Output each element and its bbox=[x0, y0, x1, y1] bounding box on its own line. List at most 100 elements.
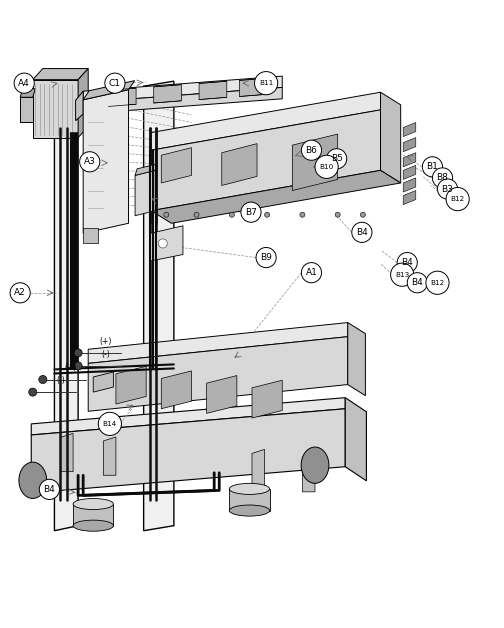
Text: B9: B9 bbox=[260, 253, 272, 262]
Ellipse shape bbox=[301, 447, 329, 484]
Text: B1: B1 bbox=[426, 162, 438, 171]
Text: B4: B4 bbox=[356, 228, 368, 237]
Polygon shape bbox=[20, 89, 35, 97]
Polygon shape bbox=[33, 68, 88, 80]
Text: A2: A2 bbox=[14, 288, 26, 297]
Text: (-): (-) bbox=[56, 376, 65, 385]
Text: B12: B12 bbox=[430, 279, 445, 286]
Circle shape bbox=[98, 412, 121, 435]
Polygon shape bbox=[83, 87, 282, 114]
Circle shape bbox=[10, 283, 30, 303]
Circle shape bbox=[158, 239, 167, 248]
Circle shape bbox=[301, 263, 322, 283]
Polygon shape bbox=[403, 138, 416, 152]
Circle shape bbox=[14, 73, 34, 93]
Polygon shape bbox=[229, 489, 270, 511]
Polygon shape bbox=[199, 81, 227, 100]
Text: B4: B4 bbox=[401, 258, 413, 267]
Circle shape bbox=[301, 140, 322, 160]
Polygon shape bbox=[252, 450, 265, 488]
Text: B11: B11 bbox=[259, 80, 273, 86]
Text: B8: B8 bbox=[436, 173, 449, 182]
Polygon shape bbox=[150, 226, 183, 261]
Polygon shape bbox=[76, 91, 83, 121]
Polygon shape bbox=[93, 372, 113, 392]
Text: B5: B5 bbox=[331, 154, 343, 163]
Circle shape bbox=[105, 73, 125, 93]
Text: B12: B12 bbox=[451, 196, 465, 202]
Polygon shape bbox=[239, 78, 267, 97]
Polygon shape bbox=[302, 453, 315, 492]
Circle shape bbox=[300, 212, 305, 217]
Circle shape bbox=[229, 212, 234, 217]
Polygon shape bbox=[73, 504, 113, 526]
Circle shape bbox=[39, 479, 59, 499]
Polygon shape bbox=[154, 85, 181, 103]
Circle shape bbox=[315, 155, 338, 178]
Circle shape bbox=[446, 188, 469, 210]
Polygon shape bbox=[161, 371, 192, 409]
Text: (+): (+) bbox=[65, 364, 77, 372]
Circle shape bbox=[335, 212, 340, 217]
Text: (-): (-) bbox=[101, 350, 110, 359]
Polygon shape bbox=[403, 178, 416, 192]
Polygon shape bbox=[403, 165, 416, 180]
Polygon shape bbox=[20, 97, 33, 122]
Polygon shape bbox=[135, 170, 155, 216]
Text: B4: B4 bbox=[43, 485, 55, 494]
Polygon shape bbox=[83, 76, 282, 102]
Polygon shape bbox=[108, 88, 136, 107]
Circle shape bbox=[194, 212, 199, 217]
Text: A3: A3 bbox=[84, 157, 96, 166]
Polygon shape bbox=[103, 437, 116, 475]
Ellipse shape bbox=[19, 462, 46, 499]
Circle shape bbox=[80, 152, 100, 172]
Circle shape bbox=[327, 149, 347, 169]
Ellipse shape bbox=[229, 484, 270, 494]
Circle shape bbox=[422, 157, 443, 177]
Circle shape bbox=[29, 388, 37, 396]
Polygon shape bbox=[292, 134, 338, 190]
Text: B4: B4 bbox=[411, 278, 423, 287]
Polygon shape bbox=[151, 92, 381, 150]
Circle shape bbox=[437, 179, 458, 199]
Polygon shape bbox=[33, 80, 78, 138]
Polygon shape bbox=[135, 164, 157, 175]
Circle shape bbox=[74, 349, 82, 357]
Polygon shape bbox=[88, 337, 348, 411]
Polygon shape bbox=[60, 433, 73, 472]
Circle shape bbox=[391, 263, 414, 286]
Text: C1: C1 bbox=[109, 78, 121, 88]
Text: B7: B7 bbox=[245, 208, 257, 217]
Circle shape bbox=[74, 362, 82, 370]
Polygon shape bbox=[381, 92, 401, 183]
Polygon shape bbox=[83, 229, 98, 244]
Polygon shape bbox=[403, 153, 416, 167]
Polygon shape bbox=[151, 110, 381, 210]
Polygon shape bbox=[144, 81, 174, 531]
Circle shape bbox=[432, 168, 453, 188]
Text: (+): (+) bbox=[100, 337, 112, 346]
Polygon shape bbox=[116, 366, 146, 404]
Text: B3: B3 bbox=[442, 185, 454, 193]
Polygon shape bbox=[348, 323, 365, 396]
Circle shape bbox=[39, 376, 47, 384]
Polygon shape bbox=[252, 380, 282, 418]
Polygon shape bbox=[83, 90, 129, 234]
Circle shape bbox=[360, 212, 365, 217]
Text: A1: A1 bbox=[305, 268, 318, 277]
Polygon shape bbox=[31, 398, 345, 435]
Text: B6: B6 bbox=[305, 146, 318, 154]
Polygon shape bbox=[88, 323, 348, 364]
Text: B14: B14 bbox=[103, 421, 117, 427]
Polygon shape bbox=[78, 68, 88, 138]
Polygon shape bbox=[345, 398, 366, 481]
Polygon shape bbox=[54, 91, 78, 531]
Ellipse shape bbox=[73, 520, 113, 531]
Circle shape bbox=[265, 212, 270, 217]
Polygon shape bbox=[83, 80, 135, 100]
Polygon shape bbox=[207, 376, 237, 413]
Ellipse shape bbox=[229, 505, 270, 516]
Text: A4: A4 bbox=[18, 78, 30, 88]
Text: B13: B13 bbox=[395, 272, 409, 278]
